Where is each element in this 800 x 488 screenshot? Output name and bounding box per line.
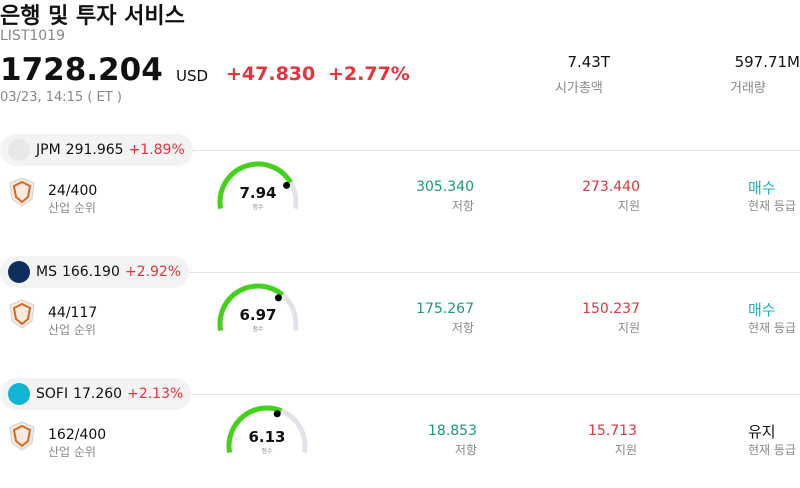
support-label: 지원 [617, 199, 640, 213]
support-label: 지원 [617, 321, 640, 335]
code: LIST1019 [0, 28, 65, 44]
divider [0, 272, 800, 273]
change-pct: +2.77% [328, 63, 410, 85]
support: 15.713 [588, 423, 637, 439]
rating: 유지 [748, 423, 776, 441]
change: +2.92% [124, 264, 182, 280]
rating-label: 현재 등급 [748, 443, 796, 457]
score-label: 점수 [252, 326, 264, 333]
ticker: MS [36, 264, 57, 280]
rank-icon [9, 177, 35, 207]
rank-icon [9, 299, 35, 329]
support-label: 지원 [614, 443, 637, 457]
score: 6.13 [248, 428, 286, 446]
resistance: 18.853 [428, 423, 477, 439]
change: +1.89% [128, 142, 185, 158]
rank: 24/400 [48, 183, 98, 199]
resistance: 305.340 [416, 179, 474, 195]
price: 291.965 [65, 142, 124, 158]
ticker-pill: SOFI 17.260 +2.13% [0, 378, 192, 410]
resistance-label: 저항 [451, 321, 474, 335]
ticker-pill: JPM 291.965 +1.89% [0, 134, 193, 166]
logo [8, 139, 30, 161]
rank: 162/400 [48, 427, 107, 443]
score-label: 점수 [252, 204, 264, 211]
ticker-pill: MS 166.190 +2.92% [0, 256, 190, 288]
price: 1728.204 [0, 52, 163, 88]
resistance-label: 저항 [454, 443, 477, 457]
ticker: SOFI [36, 386, 69, 402]
stat-value: 597.71M [734, 53, 800, 71]
logo [8, 383, 30, 405]
title: 은행 및 투자 서비스 [0, 4, 185, 29]
resistance: 175.267 [416, 301, 474, 317]
time: 03/23, 14:15 ( ET ) [0, 90, 122, 105]
rating-label: 현재 등급 [748, 321, 796, 335]
support: 150.237 [582, 301, 640, 317]
currency: USD [176, 67, 209, 85]
rank-label: 산업 순위 [48, 323, 96, 337]
rating: 매수 [748, 179, 776, 197]
stat-label: 시가총액 [555, 81, 603, 96]
rating-label: 현재 등급 [748, 199, 796, 213]
rating: 매수 [748, 301, 776, 319]
logo [8, 261, 30, 283]
change: +47.830 [226, 63, 316, 85]
resistance-label: 저항 [451, 199, 474, 213]
rank-label: 산업 순위 [48, 445, 96, 459]
change: +2.13% [127, 386, 184, 402]
score-label: 점수 [261, 448, 273, 455]
divider [0, 394, 800, 395]
price: 166.190 [61, 264, 120, 280]
ticker: JPM [36, 142, 61, 158]
divider [0, 150, 800, 151]
score: 6.97 [239, 306, 277, 324]
rank-icon [9, 421, 35, 451]
score: 7.94 [239, 184, 277, 202]
rank-label: 산업 순위 [48, 201, 96, 215]
stat-value: 7.43T [567, 53, 610, 71]
rank: 44/117 [48, 305, 98, 321]
support: 273.440 [582, 179, 640, 195]
stat-label: 거래량 [730, 81, 766, 96]
price: 17.260 [73, 386, 123, 402]
